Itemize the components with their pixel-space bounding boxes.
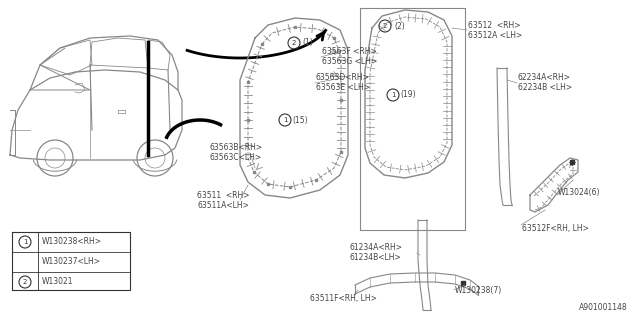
Text: (2): (2) (394, 21, 404, 30)
Text: 63563D<RH>: 63563D<RH> (316, 74, 370, 83)
Text: 63512  <RH>: 63512 <RH> (468, 20, 520, 29)
Text: W130238(7): W130238(7) (455, 285, 502, 294)
Text: (1): (1) (302, 38, 313, 47)
Text: W130238<RH>: W130238<RH> (42, 237, 102, 246)
Text: A901001148: A901001148 (579, 303, 628, 312)
Text: 2: 2 (383, 23, 387, 29)
Text: 63511A<LH>: 63511A<LH> (197, 201, 249, 210)
Text: 2: 2 (292, 40, 296, 46)
Text: 63563C<LH>: 63563C<LH> (210, 154, 262, 163)
Text: 1: 1 (391, 92, 396, 98)
Text: 62234B <LH>: 62234B <LH> (518, 84, 572, 92)
Text: 63512F<RH, LH>: 63512F<RH, LH> (522, 223, 589, 233)
Text: W130237<LH>: W130237<LH> (42, 258, 101, 267)
Text: (19): (19) (400, 91, 415, 100)
Text: 63563B<RH>: 63563B<RH> (210, 143, 263, 153)
Text: 63512A <LH>: 63512A <LH> (468, 30, 522, 39)
Text: 61234B<LH>: 61234B<LH> (350, 253, 402, 262)
Text: 62234A<RH>: 62234A<RH> (518, 74, 571, 83)
Text: 63563G <LH>: 63563G <LH> (322, 58, 377, 67)
Text: 2: 2 (23, 279, 27, 285)
Text: 63511F<RH, LH>: 63511F<RH, LH> (310, 293, 377, 302)
Text: 63563E <LH>: 63563E <LH> (316, 84, 370, 92)
Text: (15): (15) (292, 116, 308, 124)
Text: 1: 1 (283, 117, 287, 123)
Text: 61234A<RH>: 61234A<RH> (350, 244, 403, 252)
Text: W13021: W13021 (42, 277, 74, 286)
Text: W13024(6): W13024(6) (558, 188, 600, 196)
Text: 63511  <RH>: 63511 <RH> (197, 190, 250, 199)
Text: 1: 1 (23, 239, 28, 245)
Text: 63563F <RH>: 63563F <RH> (322, 47, 377, 57)
